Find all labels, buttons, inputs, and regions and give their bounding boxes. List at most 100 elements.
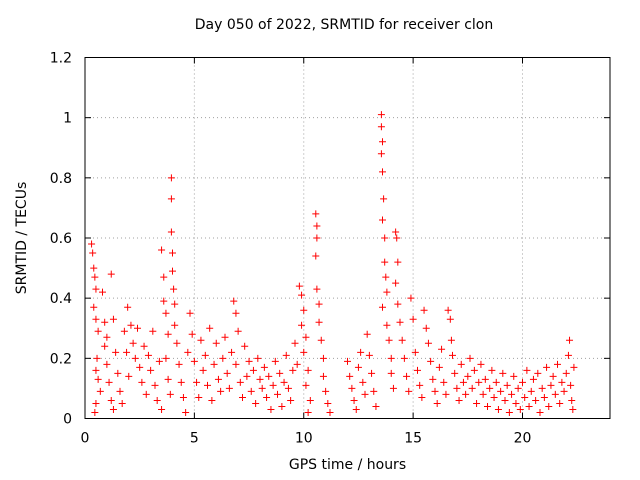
data-point <box>392 279 400 287</box>
data-point <box>312 252 320 260</box>
data-point <box>392 228 400 236</box>
data-point <box>92 285 100 293</box>
data-point <box>300 306 308 314</box>
data-point <box>475 378 483 386</box>
data-point <box>129 339 137 347</box>
data-point <box>534 369 542 377</box>
data-point <box>387 354 395 362</box>
data-point <box>457 360 465 368</box>
data-point <box>197 336 205 344</box>
data-point <box>247 387 255 395</box>
data-point <box>256 375 264 383</box>
data-point <box>560 387 568 395</box>
data-point <box>103 360 111 368</box>
data-point <box>193 378 201 386</box>
data-point <box>446 315 454 323</box>
data-point <box>512 399 520 407</box>
data-point <box>527 387 535 395</box>
data-point <box>225 384 233 392</box>
data-point <box>278 402 286 410</box>
data-point <box>529 375 537 383</box>
data-point <box>312 210 320 218</box>
data-point <box>449 351 456 359</box>
data-point <box>354 363 362 371</box>
data-point <box>249 366 257 374</box>
data-point <box>387 369 395 377</box>
data-point <box>206 324 214 332</box>
data-point <box>265 372 273 380</box>
data-point <box>370 387 378 395</box>
data-point <box>322 387 330 395</box>
data-point <box>313 222 321 230</box>
data-point <box>295 282 303 290</box>
data-point <box>103 333 111 341</box>
data-point <box>562 369 570 377</box>
data-point <box>142 390 150 398</box>
data-point <box>523 366 531 374</box>
data-point <box>394 258 402 266</box>
data-point <box>396 318 404 326</box>
data-point <box>182 408 190 416</box>
data-point <box>136 363 144 371</box>
data-point <box>147 366 155 374</box>
data-point <box>125 372 133 380</box>
data-point <box>420 306 428 314</box>
data-point <box>190 357 198 365</box>
data-point <box>195 393 203 401</box>
data-point <box>171 321 179 329</box>
x-tick-label: 10 <box>295 431 313 447</box>
data-point <box>503 381 511 389</box>
data-point <box>293 360 301 368</box>
data-point <box>96 387 104 395</box>
data-point <box>300 348 308 356</box>
data-point <box>170 285 178 293</box>
data-point <box>214 375 222 383</box>
data-point <box>151 381 159 389</box>
data-point <box>160 297 168 305</box>
data-point <box>234 327 242 335</box>
data-point <box>134 324 141 332</box>
data-point <box>107 396 115 404</box>
data-points <box>88 111 578 416</box>
data-point <box>101 342 109 350</box>
data-point <box>221 333 229 341</box>
y-tick-label: 0 <box>63 412 72 428</box>
data-point <box>276 369 284 377</box>
data-point <box>304 366 312 374</box>
data-point <box>521 393 529 401</box>
data-point <box>455 396 463 404</box>
data-point <box>274 390 281 398</box>
data-point <box>536 408 544 416</box>
data-point <box>319 372 327 380</box>
data-point <box>380 195 388 203</box>
data-point <box>568 396 576 404</box>
data-point <box>538 384 546 392</box>
data-point <box>164 330 172 338</box>
data-point <box>383 288 391 296</box>
data-point <box>379 216 386 224</box>
data-point <box>510 372 518 380</box>
data-point <box>429 375 437 383</box>
data-point <box>357 348 365 356</box>
x-tick-label: 15 <box>404 431 422 447</box>
data-point <box>239 393 246 401</box>
data-point <box>385 336 393 344</box>
data-point <box>92 315 100 323</box>
data-point <box>393 234 401 242</box>
data-point <box>313 234 321 242</box>
data-point <box>208 396 216 404</box>
axis-ticks: 0 0.2 0.4 0.6 0.8 1 1.2 0 5 10 15 20 <box>50 51 610 447</box>
data-point <box>287 396 295 404</box>
data-point <box>324 399 332 407</box>
data-point <box>481 375 489 383</box>
data-point <box>363 330 371 338</box>
data-point <box>379 168 386 176</box>
data-point <box>177 378 185 386</box>
data-point <box>414 366 421 374</box>
data-point <box>219 354 227 362</box>
data-point <box>186 309 194 317</box>
data-point <box>317 336 325 344</box>
data-point <box>228 348 236 356</box>
data-point <box>459 378 467 386</box>
data-point <box>519 378 526 386</box>
